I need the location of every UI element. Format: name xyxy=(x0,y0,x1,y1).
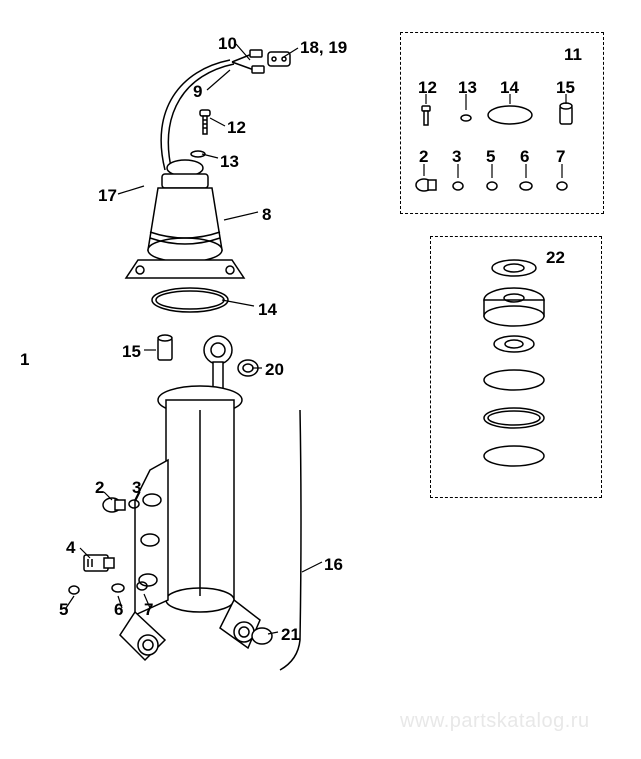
callout-5b: 5 xyxy=(486,147,495,167)
callout-13b: 13 xyxy=(458,78,477,98)
callout-15: 15 xyxy=(122,342,141,362)
callout-11: 11 xyxy=(564,45,582,65)
spacer-15 xyxy=(158,335,172,360)
callout-6b: 6 xyxy=(520,147,529,167)
fitting-4 xyxy=(84,555,114,571)
callout-18-19: 18, 19 xyxy=(300,38,347,58)
kit-22-parts xyxy=(484,260,544,466)
callout-9: 9 xyxy=(193,82,202,102)
cylinder-body xyxy=(120,386,260,660)
callout-8: 8 xyxy=(262,205,271,225)
callout-4: 4 xyxy=(66,538,75,558)
callout-7: 7 xyxy=(144,600,153,620)
screw-12 xyxy=(200,110,210,134)
bushing-21 xyxy=(252,628,272,644)
callout-14b: 14 xyxy=(500,78,519,98)
relay-connector xyxy=(268,52,290,66)
callout-20: 20 xyxy=(265,360,284,380)
callout-12b: 12 xyxy=(418,78,437,98)
parts-diagram: 1 10 18, 19 9 12 13 17 8 14 15 20 2 3 4 … xyxy=(0,0,641,759)
callout-13: 13 xyxy=(220,152,239,172)
callout-5: 5 xyxy=(59,600,68,620)
ring-5 xyxy=(69,586,79,594)
callout-22: 22 xyxy=(546,248,565,268)
callout-15b: 15 xyxy=(556,78,575,98)
ring-6 xyxy=(112,584,124,592)
callout-12: 12 xyxy=(227,118,246,138)
callout-1: 1 xyxy=(20,350,29,370)
callout-2b: 2 xyxy=(419,147,428,167)
callout-3b: 3 xyxy=(452,147,461,167)
plug-2 xyxy=(103,498,125,512)
callout-2: 2 xyxy=(95,478,104,498)
callout-16: 16 xyxy=(324,555,343,575)
callout-3: 3 xyxy=(132,478,141,498)
diagram-svg xyxy=(0,0,641,759)
callout-10: 10 xyxy=(218,34,237,54)
callout-7b: 7 xyxy=(556,147,565,167)
callout-17: 17 xyxy=(98,186,117,206)
watermark-text: www.partskatalog.ru xyxy=(400,710,590,733)
callout-21: 21 xyxy=(281,625,300,645)
callout-14: 14 xyxy=(258,300,277,320)
callout-6: 6 xyxy=(114,600,123,620)
